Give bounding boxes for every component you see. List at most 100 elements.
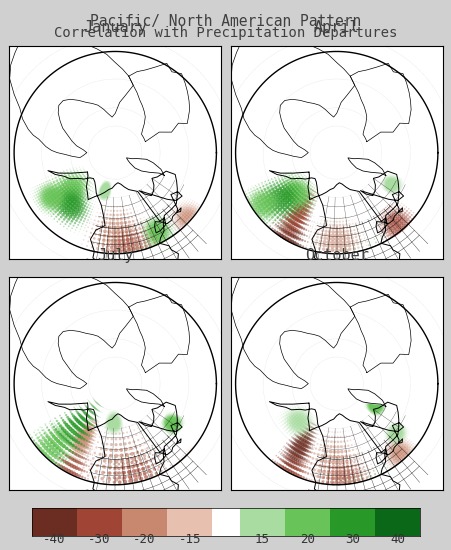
Ellipse shape [53,444,56,447]
Ellipse shape [153,217,155,219]
Ellipse shape [85,436,90,439]
Ellipse shape [166,218,167,219]
Ellipse shape [409,431,410,432]
Ellipse shape [51,175,52,177]
Ellipse shape [92,180,93,181]
Ellipse shape [288,229,291,233]
Ellipse shape [331,470,335,475]
Ellipse shape [384,228,387,230]
Ellipse shape [307,433,310,436]
Ellipse shape [49,195,54,200]
Ellipse shape [400,178,401,179]
Ellipse shape [40,197,42,200]
Ellipse shape [397,177,398,178]
Ellipse shape [345,220,346,222]
Ellipse shape [385,219,388,223]
Ellipse shape [295,405,297,407]
Ellipse shape [380,221,382,223]
Ellipse shape [113,419,117,424]
Ellipse shape [50,196,51,198]
Ellipse shape [395,427,399,431]
Ellipse shape [179,430,180,431]
Ellipse shape [85,224,87,226]
Ellipse shape [293,457,297,461]
Ellipse shape [110,191,111,192]
Ellipse shape [71,188,73,189]
Ellipse shape [111,427,113,429]
Ellipse shape [122,428,124,429]
Ellipse shape [268,182,270,184]
Ellipse shape [293,238,295,240]
Ellipse shape [306,464,308,465]
Ellipse shape [368,400,371,403]
Ellipse shape [323,439,326,442]
Ellipse shape [46,198,50,202]
Ellipse shape [305,181,308,183]
Ellipse shape [383,408,385,409]
Ellipse shape [74,186,75,188]
Ellipse shape [379,211,381,212]
Ellipse shape [143,234,145,236]
Ellipse shape [377,411,380,414]
Ellipse shape [106,210,108,211]
Ellipse shape [288,458,292,461]
Ellipse shape [373,404,377,408]
Polygon shape [126,389,164,406]
Ellipse shape [57,189,61,192]
Ellipse shape [156,241,159,245]
Ellipse shape [294,196,297,199]
Ellipse shape [387,207,390,209]
Ellipse shape [388,439,390,442]
Ellipse shape [381,400,382,401]
Circle shape [235,283,437,485]
Ellipse shape [174,217,176,219]
Ellipse shape [275,200,279,205]
Ellipse shape [399,422,400,424]
Ellipse shape [299,230,301,233]
Ellipse shape [387,173,388,174]
Ellipse shape [370,399,373,402]
Ellipse shape [75,473,78,477]
Ellipse shape [270,222,272,224]
Ellipse shape [315,458,318,461]
Ellipse shape [136,475,139,478]
Ellipse shape [130,461,133,464]
Ellipse shape [111,252,112,254]
Ellipse shape [50,432,52,434]
Ellipse shape [304,177,306,178]
Ellipse shape [177,428,179,431]
Ellipse shape [391,445,392,446]
Ellipse shape [392,193,394,195]
Ellipse shape [310,426,312,428]
Ellipse shape [368,407,370,409]
Ellipse shape [346,476,351,480]
Ellipse shape [101,185,102,186]
Ellipse shape [163,419,166,421]
Ellipse shape [68,174,70,176]
Ellipse shape [296,199,299,201]
Ellipse shape [400,439,402,442]
Ellipse shape [56,195,59,198]
Ellipse shape [81,216,83,218]
Ellipse shape [312,199,313,201]
Ellipse shape [164,223,167,226]
Ellipse shape [281,179,284,181]
Ellipse shape [77,454,79,457]
Ellipse shape [107,430,109,431]
Ellipse shape [392,190,395,192]
Ellipse shape [65,177,69,180]
Ellipse shape [348,455,350,457]
Ellipse shape [394,196,395,197]
Ellipse shape [108,419,111,422]
Ellipse shape [397,424,400,426]
Ellipse shape [35,194,37,196]
Ellipse shape [279,187,281,190]
Bar [284,508,329,536]
Ellipse shape [379,224,382,227]
Ellipse shape [147,218,149,219]
Ellipse shape [320,480,321,481]
Ellipse shape [303,409,305,411]
Ellipse shape [87,422,89,424]
Ellipse shape [298,175,299,178]
Ellipse shape [80,432,84,437]
